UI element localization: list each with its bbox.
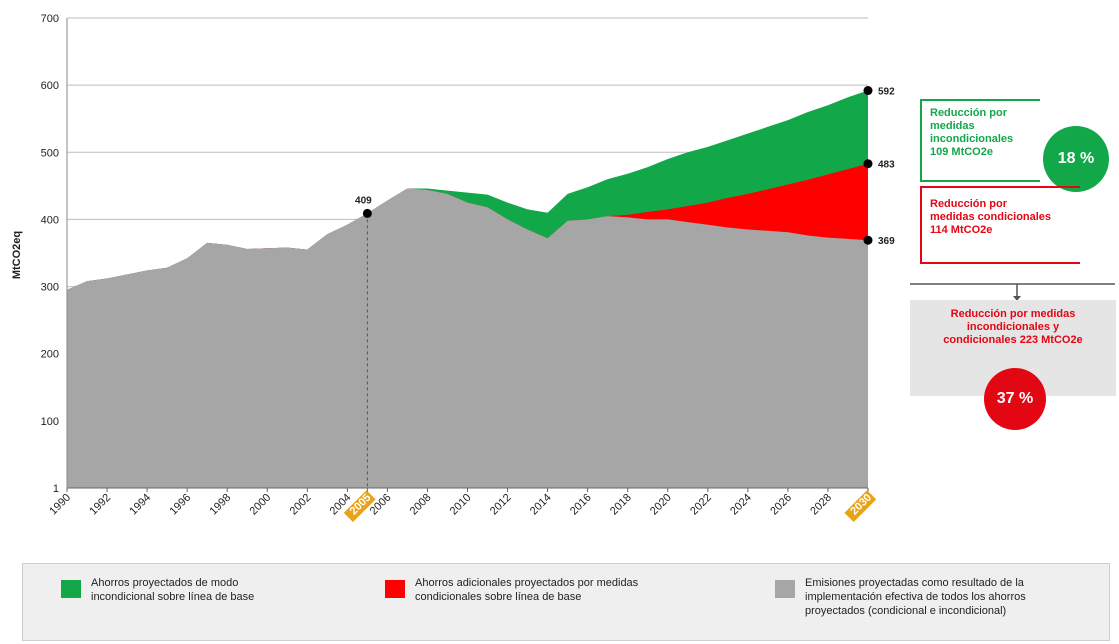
unconditional-percent-badge: 18 %	[1043, 126, 1109, 192]
x-tick-label: 2026	[768, 492, 794, 518]
x-tick-label: 2008	[408, 492, 434, 518]
x-tick-group: 2012	[488, 492, 514, 518]
x-tick-group: 2002	[288, 492, 314, 518]
legend-grey-line1: Emisiones proyectadas como resultado de …	[805, 577, 1024, 589]
conditional-line3: 114 MtCO2e	[930, 224, 993, 236]
legend-item-green: Ahorros proyectados de modo incondiciona…	[91, 576, 254, 604]
x-tick-group: 2018	[608, 492, 634, 518]
y-tick-label: 500	[41, 147, 59, 159]
x-tick-label: 2016	[568, 492, 594, 518]
y-tick-label: 100	[41, 416, 59, 428]
legend-green-line1: Ahorros proyectados de modo	[91, 577, 239, 589]
x-tick-label: 1990	[47, 492, 73, 518]
unconditional-line2: incondicionales	[930, 133, 1014, 145]
annotation-dot	[863, 159, 873, 169]
x-tick-group: 1992	[87, 492, 113, 518]
y-tick-label: 300	[41, 282, 59, 294]
x-tick-group: 1990	[47, 492, 73, 518]
y-tick-label: 400	[41, 214, 59, 226]
legend-grey-line3: proyectados (condicional e incondicional…	[805, 605, 1007, 617]
x-tick-group: 2028	[808, 492, 834, 518]
emissions-chart: 1 100 200 300 400 500 600 700 1990 1992 1994 1996 19…	[11, 13, 895, 523]
x-tick-group: 2022	[688, 492, 714, 518]
y-axis-label: MtCO2eq	[11, 231, 23, 279]
annotation-dot	[362, 208, 372, 218]
annotation-label: 409	[355, 195, 372, 206]
annotation-label: 592	[878, 87, 895, 98]
x-tick-group: 2010	[448, 492, 474, 518]
unconditional-line1: Reducción por medidas	[930, 107, 1008, 132]
x-tick-label: 2024	[728, 492, 754, 518]
y-tick-label: 200	[41, 349, 59, 361]
combined-reduction-box: Reducción por medidas incondicionales y …	[910, 300, 1116, 396]
annotation-dot	[863, 86, 873, 96]
conditional-line2: medidas condicionales	[930, 211, 1052, 223]
x-tick-group: 2030	[844, 490, 877, 523]
x-tick-group: 2020	[648, 492, 674, 518]
x-tick-group: 1996	[167, 492, 193, 518]
legend-swatch-green	[61, 580, 81, 598]
x-tick-label: 2010	[448, 492, 474, 518]
x-tick-label: 1992	[87, 492, 113, 518]
conditional-line1: Reducción por	[930, 198, 1008, 210]
x-tick-group: 2000	[248, 492, 274, 518]
unconditional-line3: 109 MtCO2e	[930, 146, 993, 158]
x-tick-group: 2016	[568, 492, 594, 518]
x-tick-label: 1998	[208, 492, 234, 518]
legend-swatch-grey	[775, 580, 795, 598]
x-tick-highlight	[343, 490, 376, 523]
x-tick-group: 1998	[208, 492, 234, 518]
x-tick-label: 2014	[528, 492, 554, 518]
y-tick-label: 1	[53, 483, 59, 495]
annotation-label: 483	[878, 160, 895, 171]
x-tick-group: 1994	[127, 492, 153, 518]
x-tick-label: 2022	[688, 492, 714, 518]
x-tick-label: 1996	[167, 492, 193, 518]
x-tick-label: 2000	[248, 492, 274, 518]
conditional-reduction-box: Reducción por medidas condicionales 114 …	[920, 186, 1080, 264]
legend-item-grey: Emisiones proyectadas como resultado de …	[805, 576, 1026, 618]
y-tick-label: 700	[41, 13, 59, 25]
x-tick-label: 2018	[608, 492, 634, 518]
legend-swatch-red	[385, 580, 405, 598]
x-tick-label: 2012	[488, 492, 514, 518]
x-tick-group: 2008	[408, 492, 434, 518]
combined-line2: incondicionales y	[966, 321, 1060, 333]
legend-red-line1: Ahorros adicionales proyectados por medi…	[415, 577, 639, 589]
combined-line1: Reducción por medidas	[950, 308, 1076, 320]
x-tick-highlight	[844, 490, 877, 523]
unconditional-reduction-box: Reducción por medidas incondicionales 10…	[920, 99, 1040, 182]
annotation-label: 369	[878, 236, 895, 247]
y-tick-label: 600	[41, 80, 59, 92]
area-series-0	[67, 188, 868, 488]
annotations: 409 592 483 369	[355, 86, 895, 488]
combined-percent-badge: 37 %	[984, 368, 1046, 430]
x-tick-group: 2026	[768, 492, 794, 518]
legend-grey-line2: implementación efectiva de todos los aho…	[805, 591, 1026, 603]
x-tick-group: 2024	[728, 492, 754, 518]
legend-item-red: Ahorros adicionales proyectados por medi…	[415, 576, 638, 604]
annotation-dot	[863, 235, 873, 245]
legend: Ahorros proyectados de modo incondiciona…	[22, 563, 1110, 641]
connector-line	[910, 283, 1115, 301]
x-tick-group: 2014	[528, 492, 554, 518]
legend-green-line2: incondicional sobre línea de base	[91, 591, 255, 603]
x-tick-label: 1994	[127, 492, 153, 518]
area-series	[67, 90, 868, 488]
x-tick-label: 2020	[648, 492, 674, 518]
legend-red-line2: condicionales sobre línea de base	[415, 591, 582, 603]
x-tick-label: 2002	[288, 492, 314, 518]
combined-line3: condicionales 223 MtCO2e	[943, 334, 1083, 346]
x-tick-label: 2028	[808, 492, 834, 518]
